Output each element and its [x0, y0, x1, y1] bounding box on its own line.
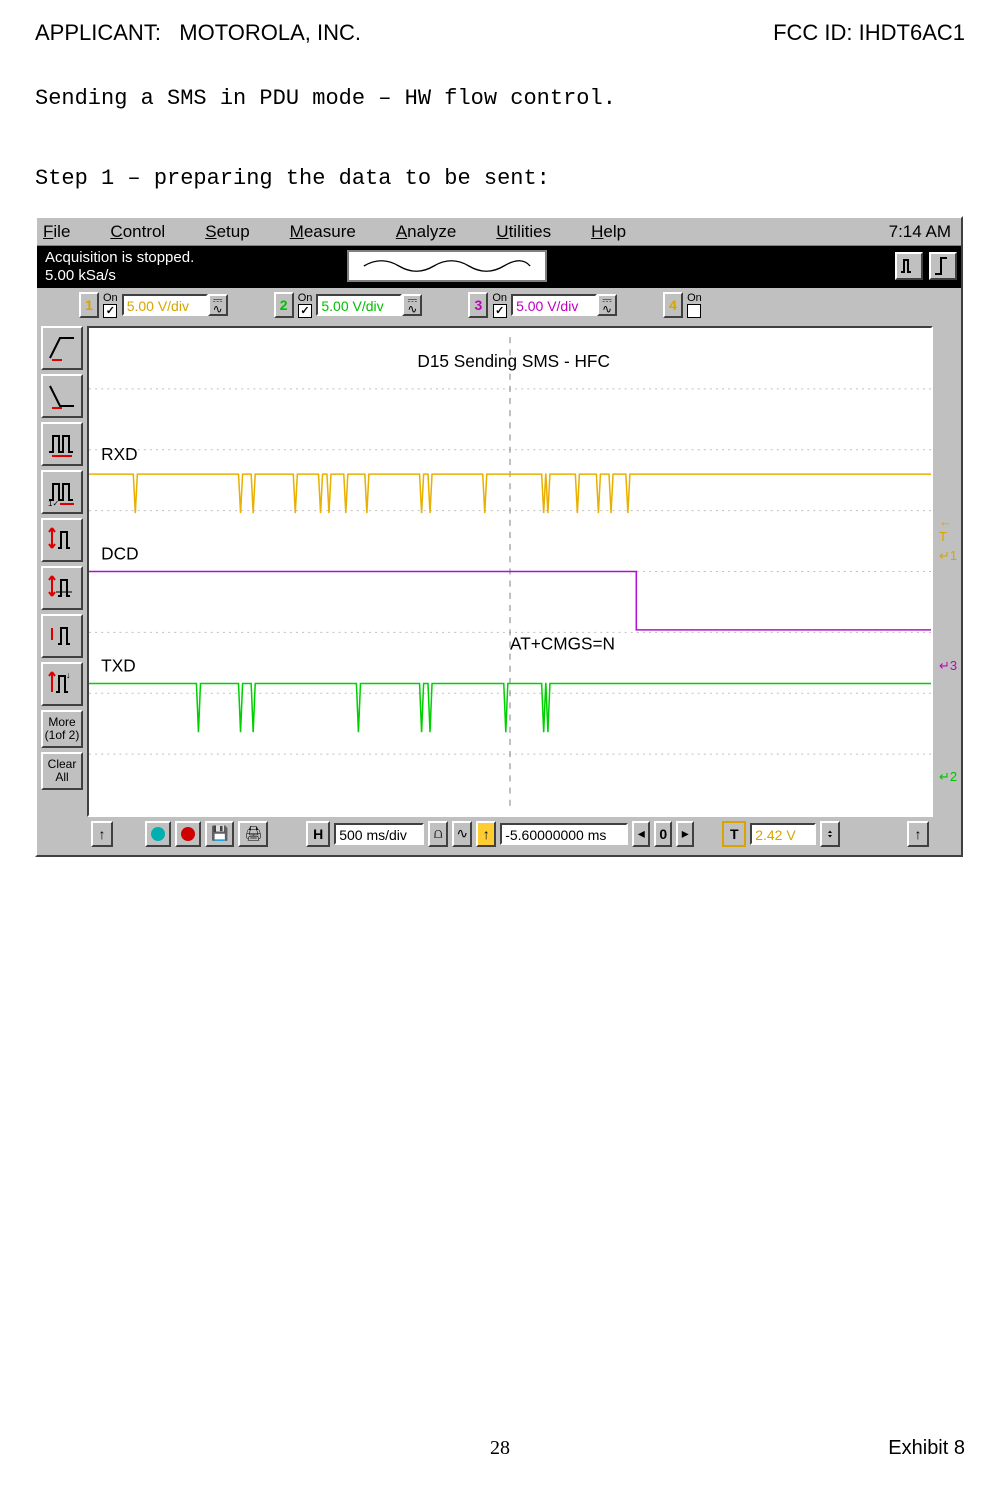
- tool-vert-1[interactable]: [41, 518, 83, 562]
- delay-value[interactable]: -5.60000000 ms: [500, 823, 628, 845]
- page-number: 28: [490, 1437, 510, 1460]
- channel-1-button[interactable]: 1: [79, 292, 99, 318]
- left-toolbar: 1✓ ↓ More(1of 2) ClearAll: [37, 322, 87, 855]
- menu-analyze[interactable]: Analyze: [396, 222, 456, 242]
- clear-all-button[interactable]: ClearAll: [41, 752, 83, 790]
- coupling-button[interactable]: ⩍: [428, 821, 448, 847]
- status-line-1: Acquisition is stopped.: [45, 249, 194, 266]
- channel-3-button[interactable]: 3: [468, 292, 488, 318]
- delay-right-button[interactable]: ▸: [676, 821, 694, 847]
- trigger-marker: ↵3: [939, 658, 957, 674]
- trigger-stepper[interactable]: [820, 821, 840, 847]
- channel-1-chip: 1On✓ 5.00 V/div⎓∿: [79, 292, 228, 318]
- channel-3-checkbox[interactable]: ✓: [493, 304, 507, 318]
- description-1: Sending a SMS in PDU mode – HW flow cont…: [35, 86, 965, 111]
- waveform-plot[interactable]: D15 Sending SMS - HFC AT+CMGS=N RXD DCD TXD: [87, 326, 933, 817]
- channel-3-scale[interactable]: 5.00 V/div: [511, 294, 597, 316]
- channel-bar: 1On✓5.00 V/div⎓∿2On✓5.00 V/div⎓∿3On✓5.00…: [37, 288, 961, 322]
- timebase-label: H: [306, 821, 330, 847]
- channel-3-chip: 3On✓ 5.00 V/div⎓∿: [468, 292, 617, 318]
- at-command-label: AT+CMGS=N: [510, 633, 615, 653]
- applicant-value: MOTOROLA, INC.: [179, 20, 361, 45]
- menu-control[interactable]: Control: [110, 222, 165, 242]
- channel-4-on-label: On: [685, 293, 704, 304]
- tool-edge-fall[interactable]: [41, 374, 83, 418]
- trigger-marker: ↵1: [939, 548, 957, 564]
- exhibit-label: Exhibit 8: [888, 1437, 965, 1460]
- clock-time: 7:14 AM: [889, 222, 951, 242]
- delay-left-button[interactable]: ◂: [632, 821, 650, 847]
- tool-pulse-2[interactable]: 1✓: [41, 470, 83, 514]
- trigger-marker: ← T: [939, 514, 961, 544]
- status-line-2: 5.00 kSa/s: [45, 267, 116, 284]
- channel-1-coupling[interactable]: ⎓∿: [208, 294, 228, 316]
- scroll-left-button[interactable]: ↑: [91, 821, 113, 847]
- description-2: Step 1 – preparing the data to be sent:: [35, 166, 965, 191]
- channel-4-button[interactable]: 4: [663, 292, 683, 318]
- tool-vert-3[interactable]: [41, 614, 83, 658]
- menu-measure[interactable]: Measure: [290, 222, 356, 242]
- fcc-id: FCC ID: IHDT6AC1: [773, 20, 965, 46]
- edge-mode-button[interactable]: [929, 252, 957, 280]
- channel-2-coupling[interactable]: ⎓∿: [402, 294, 422, 316]
- scroll-right-button[interactable]: ↑: [907, 821, 929, 847]
- channel-2-button[interactable]: 2: [274, 292, 294, 318]
- waveform-overview[interactable]: [347, 250, 547, 282]
- channel-3-coupling[interactable]: ⎓∿: [597, 294, 617, 316]
- oscilloscope-window: File Control Setup Measure Analyze Utili…: [35, 216, 963, 857]
- status-strip: Acquisition is stopped. 5.00 kSa/s: [37, 246, 961, 288]
- marker-button[interactable]: ↑: [476, 821, 496, 847]
- svg-text:1✓: 1✓: [48, 499, 59, 508]
- channel-3-on-label: On: [490, 293, 509, 304]
- rxd-label: RXD: [101, 444, 137, 464]
- channel-2-checkbox[interactable]: ✓: [298, 304, 312, 318]
- txd-label: TXD: [101, 655, 135, 675]
- tool-vert-2[interactable]: [41, 566, 83, 610]
- trigger-value[interactable]: 2.42 V: [750, 823, 816, 845]
- menu-file[interactable]: File: [43, 222, 70, 242]
- plot-title: D15 Sending SMS - HFC: [417, 351, 610, 371]
- dcd-label: DCD: [101, 543, 138, 563]
- menu-help[interactable]: Help: [591, 222, 626, 242]
- tool-vert-4[interactable]: ↓: [41, 662, 83, 706]
- save-button[interactable]: 💾: [205, 821, 234, 847]
- trigger-marker: ↵2: [939, 769, 957, 785]
- trigger-label: T: [722, 821, 746, 847]
- tool-edge-rise[interactable]: [41, 326, 83, 370]
- applicant-label: APPLICANT:: [35, 20, 161, 45]
- channel-1-on-label: On: [101, 293, 120, 304]
- channel-2-chip: 2On✓ 5.00 V/div⎓∿: [274, 292, 423, 318]
- menu-bar: File Control Setup Measure Analyze Utili…: [37, 218, 961, 246]
- svg-text:↓: ↓: [66, 670, 71, 680]
- tool-pulse-1[interactable]: [41, 422, 83, 466]
- channel-2-on-label: On: [296, 293, 315, 304]
- channel-4-chip: 4On: [663, 292, 706, 318]
- menu-setup[interactable]: Setup: [205, 222, 249, 242]
- print-button[interactable]: 🖨: [238, 821, 268, 847]
- channel-4-checkbox[interactable]: [687, 304, 701, 318]
- stop-button[interactable]: [175, 821, 201, 847]
- run-button[interactable]: [145, 821, 171, 847]
- channel-2-scale[interactable]: 5.00 V/div: [316, 294, 402, 316]
- menu-utilities[interactable]: Utilities: [496, 222, 551, 242]
- channel-1-scale[interactable]: 5.00 V/div: [122, 294, 208, 316]
- delay-zero-button[interactable]: 0: [654, 821, 672, 847]
- pulse-mode-button[interactable]: [895, 252, 923, 280]
- sine-button[interactable]: ∿: [452, 821, 472, 847]
- channel-1-checkbox[interactable]: ✓: [103, 304, 117, 318]
- more-button[interactable]: More(1of 2): [41, 710, 83, 748]
- right-markers: ← T ↵1 ↵3 ↵2: [937, 322, 961, 855]
- bottom-toolbar: ↑ 💾 🖨 H 500 ms/div ⩍ ∿ ↑ -5.60000000 ms …: [87, 817, 933, 851]
- timebase-value[interactable]: 500 ms/div: [334, 823, 424, 845]
